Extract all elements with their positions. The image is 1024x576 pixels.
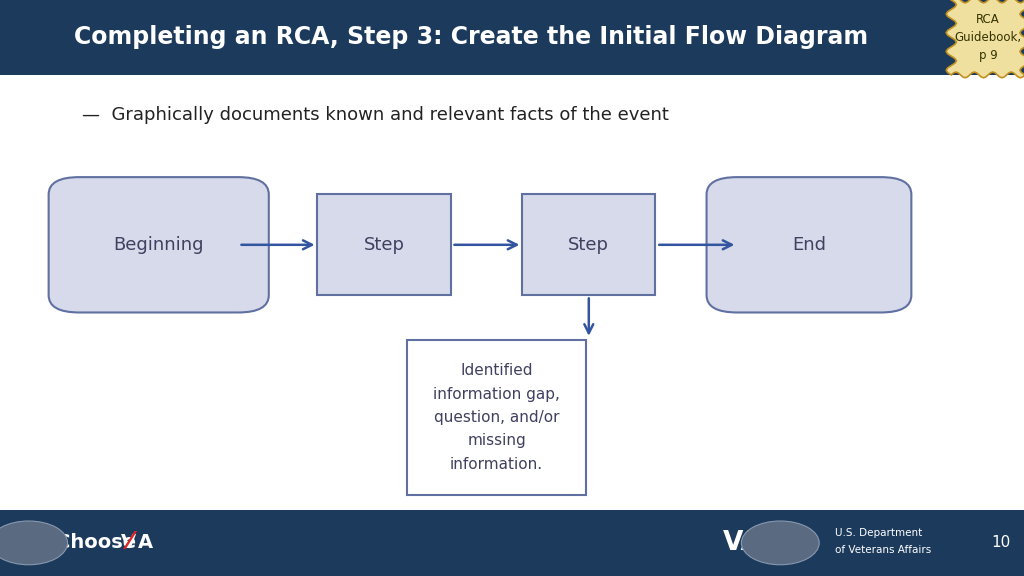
Text: 10: 10 (991, 535, 1010, 551)
FancyBboxPatch shape (49, 177, 268, 313)
Text: VA: VA (723, 530, 762, 556)
Circle shape (741, 521, 819, 564)
Text: Step: Step (568, 236, 609, 254)
Polygon shape (946, 0, 1024, 78)
Text: End: End (792, 236, 826, 254)
FancyBboxPatch shape (407, 340, 586, 495)
Text: ⁄: ⁄ (128, 530, 132, 554)
Text: —  Graphically documents known and relevant facts of the event: — Graphically documents known and releva… (82, 106, 669, 124)
Text: Beginning: Beginning (114, 236, 204, 254)
Circle shape (0, 521, 68, 564)
Text: Completing an RCA, Step 3: Create the Initial Flow Diagram: Completing an RCA, Step 3: Create the In… (74, 25, 868, 50)
Text: U.S. Department: U.S. Department (835, 528, 922, 537)
FancyBboxPatch shape (317, 195, 451, 295)
Text: A: A (138, 533, 154, 552)
FancyBboxPatch shape (0, 510, 1024, 576)
Text: V: V (121, 533, 136, 552)
FancyBboxPatch shape (0, 0, 1024, 75)
Text: of Veterans Affairs: of Veterans Affairs (835, 545, 931, 555)
Text: Step: Step (364, 236, 404, 254)
Text: Choose: Choose (56, 533, 136, 552)
FancyBboxPatch shape (522, 195, 655, 295)
Text: Identified
information gap,
question, and/or
missing
information.: Identified information gap, question, an… (433, 363, 560, 472)
FancyBboxPatch shape (707, 177, 911, 313)
Text: RCA
Guidebook,
p 9: RCA Guidebook, p 9 (954, 13, 1022, 62)
